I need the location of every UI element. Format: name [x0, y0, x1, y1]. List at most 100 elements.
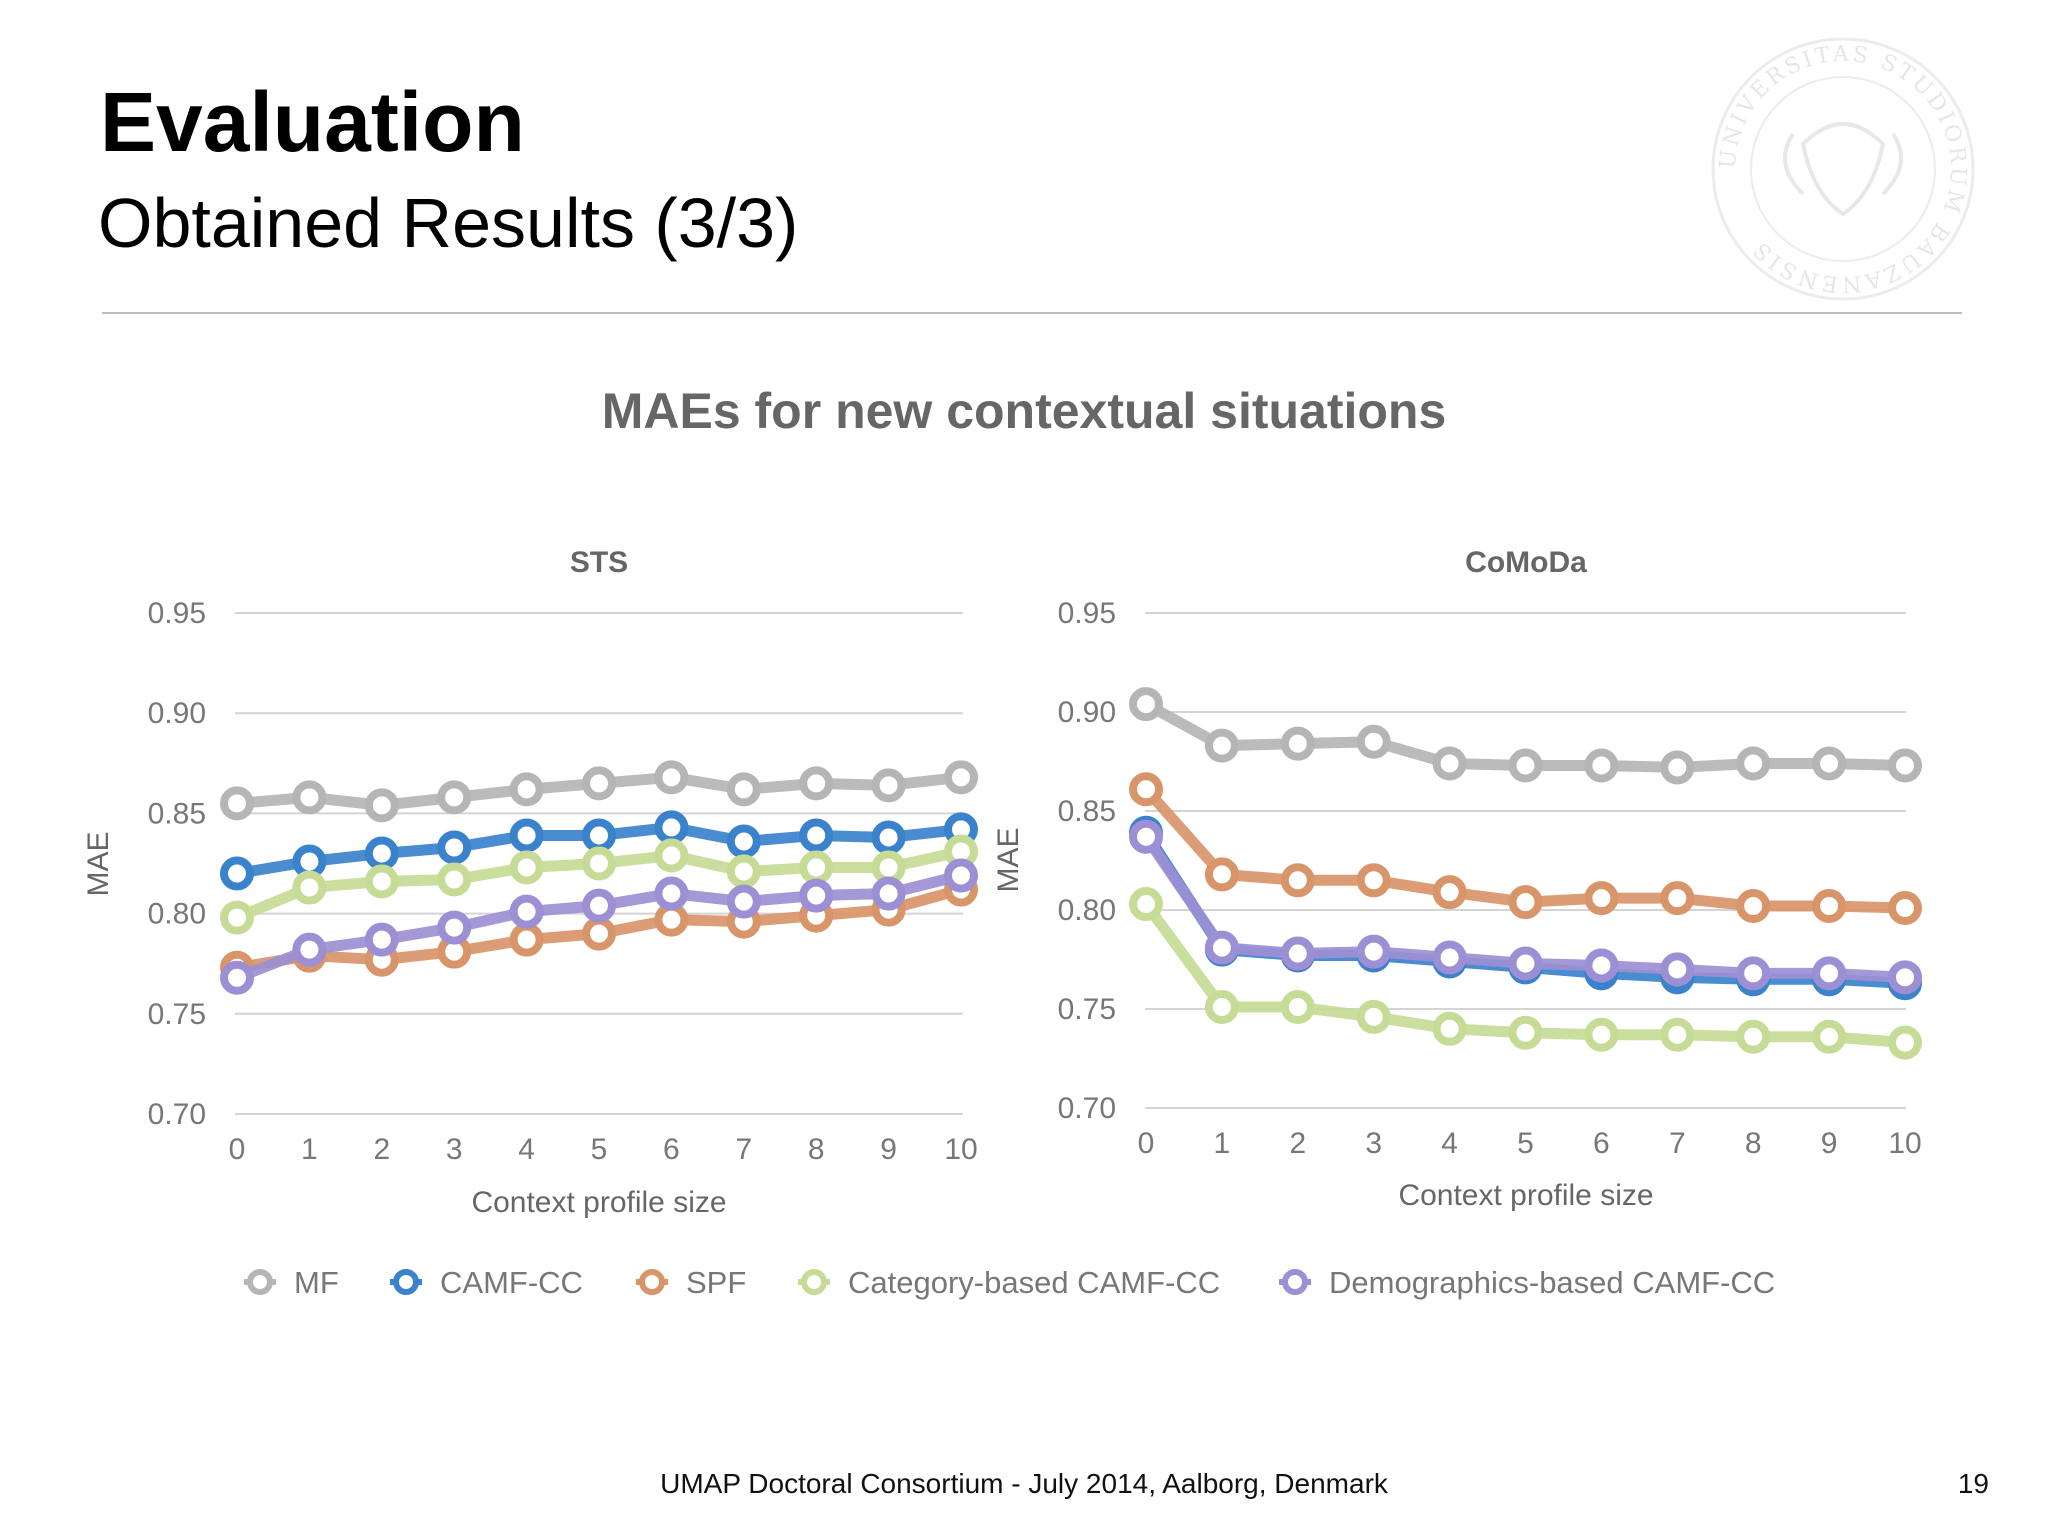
- data-point-demographics-based-camf-cc: [1660, 952, 1695, 987]
- data-point-demographics-based-camf-cc: [364, 922, 399, 957]
- legend-label-camf-cc: CAMF-CC: [440, 1265, 583, 1300]
- y-tick-label: 0.80: [1058, 894, 1116, 927]
- data-point-camf-cc: [871, 820, 906, 855]
- footer-text: UMAP Doctoral Consortium - July 2014, Aa…: [660, 1468, 1388, 1499]
- data-point-mf: [654, 760, 689, 795]
- legend-label-mf: MF: [294, 1265, 339, 1300]
- x-tick-label: 5: [1517, 1127, 1534, 1160]
- legend-label-category-based-camf-cc: Category-based CAMF-CC: [848, 1265, 1220, 1300]
- data-point-demographics-based-camf-cc: [1736, 956, 1771, 991]
- x-tick-label: 4: [1441, 1127, 1458, 1160]
- data-point-demographics-based-camf-cc: [1204, 930, 1239, 965]
- data-point-spf: [1508, 885, 1543, 920]
- x-tick-label: 6: [663, 1133, 680, 1166]
- legend-swatch-spf: [639, 1269, 665, 1295]
- data-point-spf: [1812, 889, 1847, 924]
- data-point-spf: [582, 916, 616, 951]
- data-point-mf: [1129, 687, 1163, 722]
- data-point-mf: [1812, 746, 1847, 781]
- data-point-demographics-based-camf-cc: [1129, 819, 1163, 854]
- y-tick-label: 0.90: [148, 697, 206, 730]
- data-point-mf: [799, 766, 834, 801]
- data-point-demographics-based-camf-cc: [1280, 936, 1315, 971]
- data-point-spf: [1888, 891, 1922, 926]
- x-tick-label: 7: [1669, 1127, 1686, 1160]
- data-point-category-based-camf-cc: [726, 854, 761, 889]
- x-tick-label: 1: [301, 1133, 318, 1166]
- x-tick-label: 10: [944, 1133, 977, 1166]
- data-point-category-based-camf-cc: [582, 846, 616, 881]
- data-point-mf: [509, 772, 544, 807]
- data-point-spf: [1432, 875, 1467, 910]
- data-point-camf-cc: [726, 824, 761, 859]
- page-number: 19: [1957, 1468, 1989, 1499]
- data-point-category-based-camf-cc: [1812, 1019, 1847, 1054]
- data-point-category-based-camf-cc: [654, 838, 689, 873]
- x-tick-label: 4: [518, 1133, 535, 1166]
- x-tick-label: 8: [808, 1133, 825, 1166]
- data-point-category-based-camf-cc: [1888, 1025, 1922, 1060]
- x-tick-label: 10: [1888, 1127, 1921, 1160]
- x-tick-label: 9: [880, 1133, 897, 1166]
- x-tick-label: 2: [373, 1133, 390, 1166]
- data-point-mf: [1356, 724, 1391, 759]
- legend-label-spf: SPF: [686, 1265, 746, 1300]
- data-point-category-based-camf-cc: [364, 864, 399, 899]
- x-tick-label: 1: [1214, 1127, 1231, 1160]
- data-point-category-based-camf-cc: [1204, 990, 1239, 1025]
- title-divider: [102, 312, 1962, 314]
- data-point-spf: [1584, 881, 1619, 916]
- x-tick-label: 7: [735, 1133, 752, 1166]
- data-point-mf: [220, 786, 254, 821]
- data-point-camf-cc: [582, 818, 616, 853]
- data-point-camf-cc: [509, 818, 544, 853]
- data-point-spf: [1660, 881, 1695, 916]
- data-point-mf: [1432, 746, 1467, 781]
- data-point-category-based-camf-cc: [1280, 990, 1315, 1025]
- data-point-demographics-based-camf-cc: [1508, 946, 1543, 981]
- data-point-mf: [1204, 728, 1239, 763]
- subplot-title: CoMoDa: [1465, 546, 1587, 579]
- data-point-category-based-camf-cc: [1129, 887, 1163, 922]
- data-point-category-based-camf-cc: [1432, 1011, 1467, 1046]
- x-tick-label: 0: [229, 1133, 246, 1166]
- legend-swatch-category-based-camf-cc: [801, 1269, 827, 1295]
- legend: MF CAMF-CC SPF Category-based CAMF-CC Demogr…: [244, 1265, 1775, 1300]
- x-tick-label: 5: [591, 1133, 608, 1166]
- data-point-mf: [364, 788, 399, 823]
- data-point-spf: [1204, 857, 1239, 892]
- slide-title: Evaluation: [100, 75, 525, 169]
- data-point-category-based-camf-cc: [1584, 1017, 1619, 1052]
- data-point-demographics-based-camf-cc: [944, 858, 978, 893]
- data-point-camf-cc: [364, 836, 399, 871]
- data-point-demographics-based-camf-cc: [1584, 948, 1619, 983]
- x-tick-label: 9: [1821, 1127, 1838, 1160]
- data-point-demographics-based-camf-cc: [654, 876, 689, 911]
- data-point-category-based-camf-cc: [1508, 1015, 1543, 1050]
- data-point-demographics-based-camf-cc: [1812, 956, 1847, 991]
- y-tick-label: 0.75: [1058, 993, 1116, 1026]
- data-point-demographics-based-camf-cc: [726, 884, 761, 919]
- data-point-demographics-based-camf-cc: [582, 888, 616, 923]
- slide-subtitle: Obtained Results (3/3): [98, 184, 799, 262]
- data-point-category-based-camf-cc: [220, 900, 254, 935]
- subplot-title: STS: [570, 546, 628, 579]
- data-point-demographics-based-camf-cc: [292, 932, 327, 967]
- x-tick-label: 2: [1289, 1127, 1306, 1160]
- legend-swatch-mf: [247, 1269, 273, 1295]
- data-point-mf: [292, 780, 327, 815]
- data-point-demographics-based-camf-cc: [1432, 940, 1467, 975]
- data-point-camf-cc: [220, 856, 254, 891]
- data-point-category-based-camf-cc: [509, 850, 544, 885]
- legend-swatch-camf-cc: [393, 1269, 419, 1295]
- y-tick-label: 0.85: [148, 797, 206, 830]
- y-axis-label: MAE: [82, 831, 115, 896]
- data-point-category-based-camf-cc: [437, 862, 472, 897]
- data-point-demographics-based-camf-cc: [871, 876, 906, 911]
- data-point-spf: [1356, 863, 1391, 898]
- data-point-demographics-based-camf-cc: [509, 894, 544, 929]
- legend-label-demographics-based-camf-cc: Demographics-based CAMF-CC: [1329, 1265, 1775, 1300]
- data-point-mf: [1888, 748, 1922, 783]
- data-point-camf-cc: [799, 818, 834, 853]
- legend-swatch-demographics-based-camf-cc: [1282, 1269, 1308, 1295]
